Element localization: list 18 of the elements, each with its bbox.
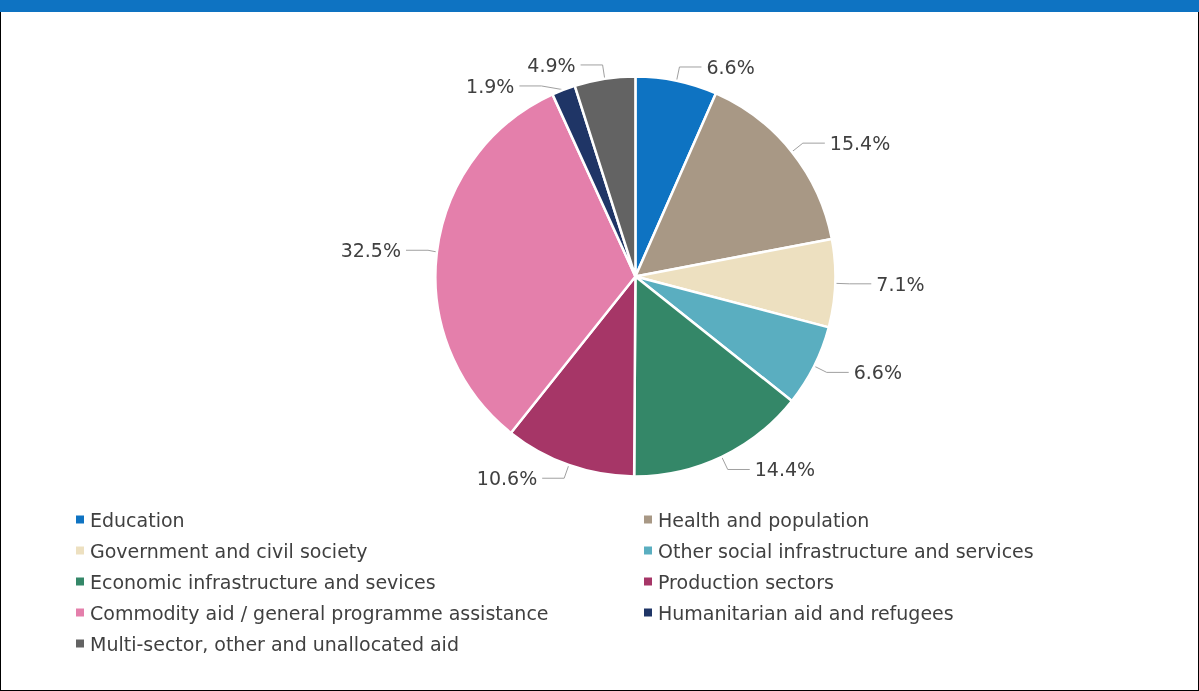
legend-label: Production sectors bbox=[658, 570, 834, 593]
data-label: 14.4% bbox=[754, 458, 816, 481]
data-label: 4.9% bbox=[527, 53, 576, 76]
legend-label: Government and civil society bbox=[90, 539, 368, 562]
data-label: 6.6% bbox=[853, 361, 902, 384]
data-label: 7.1% bbox=[876, 272, 925, 295]
legend-label: Other social infrastructure and services bbox=[658, 539, 1034, 562]
legend-label: Economic infrastructure and sevices bbox=[90, 570, 436, 593]
legend-label: Humanitarian aid and refugees bbox=[658, 601, 954, 624]
legend-label: Multi-sector, other and unallocated aid bbox=[90, 632, 459, 655]
data-label: 10.6% bbox=[476, 467, 538, 490]
data-label: 15.4% bbox=[829, 132, 891, 155]
legend-label: Health and population bbox=[658, 508, 870, 531]
data-label: 1.9% bbox=[466, 74, 515, 97]
data-label: 6.6% bbox=[706, 55, 755, 78]
data-label: 32.5% bbox=[340, 239, 401, 262]
legend-label: Commodity aid / general programme assistance bbox=[90, 601, 549, 624]
legend-label: Education bbox=[90, 508, 185, 531]
